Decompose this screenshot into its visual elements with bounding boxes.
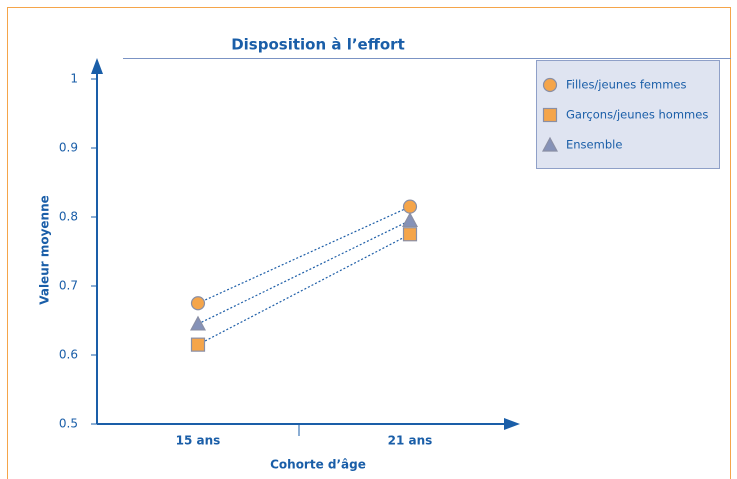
legend-label: Filles/jeunes femmes bbox=[566, 78, 686, 92]
data-point bbox=[402, 199, 418, 214]
legend-marker bbox=[542, 107, 558, 123]
data-point bbox=[189, 315, 207, 331]
y-tick-label: 0.7 bbox=[59, 279, 78, 293]
x-tick-label: 15 ans bbox=[176, 434, 221, 448]
legend-marker bbox=[542, 77, 558, 93]
legend-label: Garçons/jeunes hommes bbox=[566, 108, 708, 122]
chart-title: Disposition à l’effort bbox=[231, 36, 405, 54]
data-point bbox=[190, 337, 206, 352]
series-line bbox=[197, 206, 411, 304]
data-point bbox=[190, 296, 206, 311]
series-line bbox=[197, 219, 411, 325]
series-line bbox=[197, 233, 411, 346]
y-axis-label: Valeur moyenne bbox=[38, 195, 52, 305]
legend-marker bbox=[541, 136, 559, 152]
y-tick-label: 1 bbox=[70, 72, 78, 86]
data-point bbox=[402, 227, 418, 242]
y-tick-label: 0.6 bbox=[59, 348, 78, 362]
x-axis-arrow bbox=[504, 418, 520, 430]
y-tick-label: 0.5 bbox=[59, 417, 78, 431]
y-tick-label: 0.8 bbox=[59, 210, 78, 224]
y-tick-label: 0.9 bbox=[59, 141, 78, 155]
data-point bbox=[401, 212, 419, 228]
y-axis-arrow bbox=[91, 58, 103, 74]
legend-label: Ensemble bbox=[566, 138, 622, 152]
frame bbox=[7, 7, 731, 479]
x-tick-label: 21 ans bbox=[388, 434, 433, 448]
x-axis-label: Cohorte d’âge bbox=[270, 458, 366, 472]
legend bbox=[536, 60, 720, 169]
